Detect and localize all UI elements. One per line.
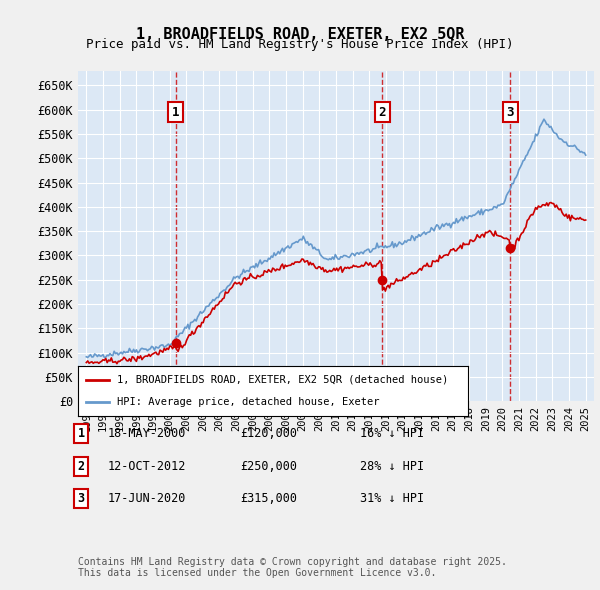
Text: 18-MAY-2000: 18-MAY-2000 — [108, 427, 187, 440]
Text: £315,000: £315,000 — [240, 492, 297, 505]
Text: 1, BROADFIELDS ROAD, EXETER, EX2 5QR: 1, BROADFIELDS ROAD, EXETER, EX2 5QR — [136, 27, 464, 41]
Text: 28% ↓ HPI: 28% ↓ HPI — [360, 460, 424, 473]
Text: 16% ↓ HPI: 16% ↓ HPI — [360, 427, 424, 440]
Text: 17-JUN-2020: 17-JUN-2020 — [108, 492, 187, 505]
Text: 12-OCT-2012: 12-OCT-2012 — [108, 460, 187, 473]
Text: HPI: Average price, detached house, Exeter: HPI: Average price, detached house, Exet… — [117, 397, 380, 407]
Text: 1: 1 — [172, 106, 179, 119]
Text: £120,000: £120,000 — [240, 427, 297, 440]
Text: Contains HM Land Registry data © Crown copyright and database right 2025.
This d: Contains HM Land Registry data © Crown c… — [78, 556, 507, 578]
Text: 2: 2 — [379, 106, 386, 119]
Text: 1, BROADFIELDS ROAD, EXETER, EX2 5QR (detached house): 1, BROADFIELDS ROAD, EXETER, EX2 5QR (de… — [117, 375, 448, 385]
Text: 1: 1 — [77, 427, 85, 440]
Text: Price paid vs. HM Land Registry's House Price Index (HPI): Price paid vs. HM Land Registry's House … — [86, 38, 514, 51]
Text: £250,000: £250,000 — [240, 460, 297, 473]
Text: 2: 2 — [77, 460, 85, 473]
Text: 3: 3 — [77, 492, 85, 505]
Text: 3: 3 — [506, 106, 514, 119]
Text: 31% ↓ HPI: 31% ↓ HPI — [360, 492, 424, 505]
